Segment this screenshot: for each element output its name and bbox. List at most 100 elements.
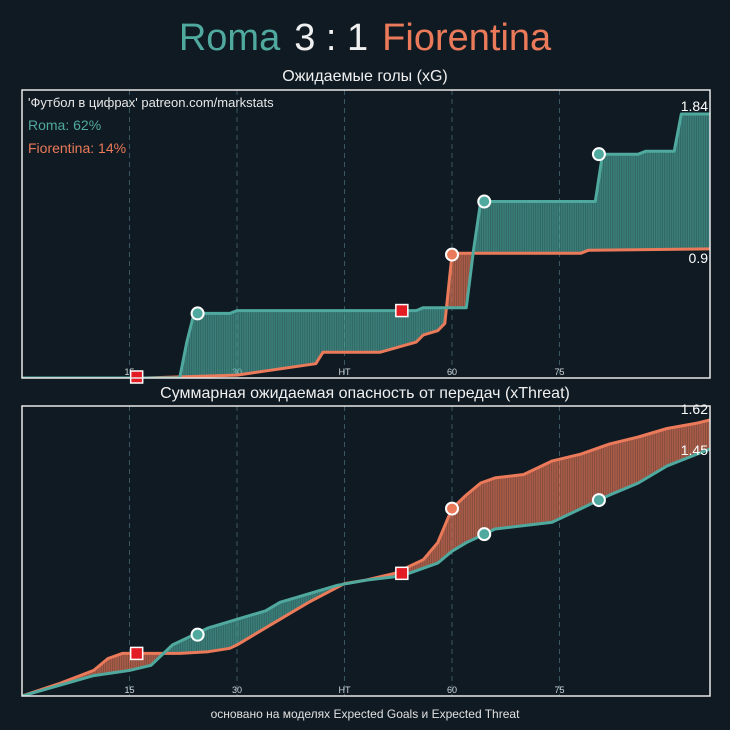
fill-between (319, 310, 322, 359)
fill-between (202, 313, 205, 377)
fill-between (240, 310, 243, 375)
fill-between (582, 452, 585, 509)
fill-between (272, 310, 275, 371)
fill-between (550, 201, 553, 254)
fill-between (638, 436, 641, 484)
fill-between (650, 151, 653, 250)
fill-between (501, 476, 505, 529)
x-tick-label: 15 (124, 367, 134, 377)
fill-between (605, 444, 609, 497)
fill-between (276, 603, 279, 622)
fill-between (408, 310, 411, 345)
fill-between (358, 310, 361, 353)
fill-between (458, 499, 462, 548)
fill-between (586, 201, 589, 252)
fill-between (666, 427, 669, 467)
fill-between (233, 619, 236, 647)
fill-between (218, 623, 222, 651)
fill-between (604, 444, 607, 498)
fill-between (528, 470, 532, 526)
fill-between (310, 310, 313, 365)
fill-between (510, 475, 514, 528)
fill-between (618, 441, 621, 492)
fill-between (458, 252, 462, 308)
xthreat-chart-title: Суммарная ожидаемая опасность от передач… (160, 385, 570, 402)
fill-between (500, 476, 503, 529)
fill-between (566, 456, 569, 516)
fill-between (629, 438, 632, 488)
fill-between (484, 201, 487, 254)
fill-between (489, 478, 492, 532)
fill-between (609, 153, 612, 251)
fill-between (353, 310, 356, 353)
fill-between (630, 153, 634, 251)
fill-between (650, 432, 653, 476)
fill-between (385, 310, 388, 351)
fill-between (245, 615, 248, 640)
fill-between (231, 311, 234, 376)
fill-between (297, 310, 300, 367)
fill-between (641, 151, 644, 250)
fill-between (562, 457, 566, 518)
fill-between (584, 201, 587, 253)
fill-between (629, 153, 632, 251)
fill-between (389, 310, 392, 350)
fill-between (453, 253, 456, 308)
fill-between (269, 310, 272, 371)
fill-between (435, 307, 438, 332)
fill-between (466, 493, 469, 543)
fill-between (659, 429, 662, 471)
fill-between (525, 472, 528, 526)
fill-between (258, 310, 261, 373)
fill-between (372, 310, 376, 353)
fill-between (301, 310, 304, 366)
fill-between (539, 465, 542, 524)
fill-between (514, 201, 517, 254)
own-goal-marker (129, 370, 144, 384)
fill-between (227, 621, 231, 649)
chart-frame (21, 89, 711, 379)
fill-between (688, 113, 691, 250)
fill-between (652, 151, 655, 250)
fill-between (681, 113, 684, 250)
fill-between (467, 491, 471, 543)
fill-between (656, 151, 659, 250)
fill-between (647, 151, 650, 250)
fill-between (471, 488, 474, 541)
fill-between (195, 313, 198, 377)
fill-between (620, 153, 623, 251)
fill-between (496, 477, 499, 530)
fill-between (652, 431, 655, 475)
fill-between (487, 479, 490, 533)
fill-between (116, 654, 119, 673)
fill-between (312, 310, 315, 365)
goal-marker (445, 247, 459, 262)
fill-between (204, 628, 207, 653)
fill-between (523, 201, 526, 254)
fill-between (543, 201, 546, 254)
fill-between (211, 313, 214, 377)
fill-between (530, 469, 533, 526)
fill-between (109, 656, 112, 674)
fill-between (315, 310, 318, 365)
fill-between (344, 310, 347, 353)
fill-between (213, 625, 216, 652)
fill-between (639, 435, 643, 483)
fill-between (111, 656, 114, 674)
fill-between (493, 477, 496, 531)
fill-between (426, 307, 429, 335)
fill-between (335, 310, 338, 353)
fill-between (260, 310, 263, 372)
fill-between (249, 614, 252, 638)
fill-between (699, 113, 702, 250)
fill-between (586, 451, 589, 507)
fill-between (587, 201, 591, 251)
fill-between (693, 113, 696, 250)
fill-between (199, 313, 202, 377)
fill-between (242, 310, 245, 375)
fill-between (489, 201, 492, 254)
fill-between (509, 201, 512, 254)
fill-between (632, 153, 635, 250)
goal-marker (477, 527, 492, 542)
